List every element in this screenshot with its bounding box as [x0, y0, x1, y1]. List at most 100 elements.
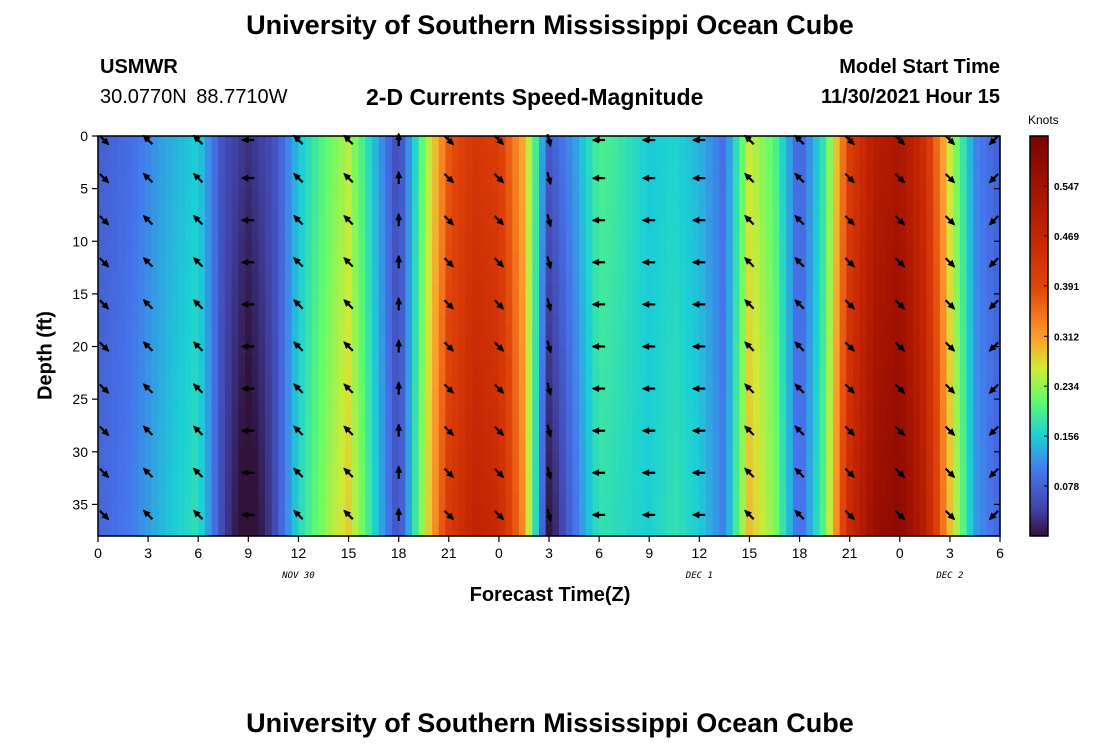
- heatmap-cell: [158, 199, 166, 211]
- heatmap-cell: [786, 167, 794, 179]
- heatmap-cell: [559, 388, 567, 400]
- heatmap-cell: [118, 251, 126, 263]
- heatmap-cell: [198, 399, 206, 411]
- heatmap-cell: [244, 178, 253, 190]
- heatmap-cell: [338, 314, 346, 327]
- heatmap-cell: [371, 388, 380, 400]
- heatmap-cell: [599, 188, 607, 200]
- heatmap-cell: [171, 314, 179, 327]
- heatmap-cell: [211, 430, 219, 442]
- heatmap-cell: [405, 251, 413, 263]
- heatmap-cell: [191, 262, 199, 274]
- heatmap-cell: [853, 441, 861, 453]
- heatmap-cell: [625, 451, 634, 463]
- heatmap-cell: [953, 262, 961, 274]
- heatmap-cell: [412, 420, 420, 432]
- heatmap-cell: [104, 504, 112, 516]
- heatmap-cell: [759, 136, 767, 148]
- heatmap-cell: [592, 346, 600, 358]
- heatmap-cell: [799, 146, 807, 158]
- heatmap-cell: [746, 314, 754, 327]
- heatmap-cell: [498, 251, 507, 263]
- heatmap-cell: [739, 241, 747, 253]
- heatmap-cell: [425, 314, 433, 327]
- heatmap-cell: [933, 441, 941, 453]
- heatmap-cell: [371, 430, 380, 442]
- heatmap-cell: [692, 451, 700, 463]
- heatmap-cell: [532, 357, 540, 369]
- heatmap-cell: [151, 388, 159, 400]
- heatmap-cell: [899, 230, 908, 242]
- heatmap-cell: [251, 357, 259, 369]
- heatmap-cell: [599, 493, 607, 506]
- heatmap-cell: [498, 462, 507, 474]
- heatmap-cell: [979, 304, 988, 316]
- heatmap-cell: [979, 357, 988, 369]
- heatmap-cell: [391, 293, 400, 306]
- heatmap-cell: [565, 146, 573, 158]
- heatmap-cell: [759, 409, 767, 421]
- heatmap-cell: [712, 230, 720, 242]
- heatmap-cell: [371, 230, 380, 242]
- heatmap-cell: [305, 430, 313, 442]
- heatmap-cell: [599, 314, 607, 327]
- heatmap-cell: [532, 346, 540, 358]
- heatmap-cell: [672, 188, 680, 200]
- heatmap-cell: [726, 399, 734, 411]
- heatmap-cell: [238, 493, 246, 506]
- heatmap-cell: [518, 472, 527, 484]
- heatmap-cell: [659, 178, 667, 190]
- heatmap-cell: [465, 451, 473, 463]
- heatmap-cell: [485, 357, 493, 369]
- heatmap-cell: [979, 388, 988, 400]
- heatmap-cell: [184, 178, 193, 190]
- heatmap-cell: [699, 157, 707, 169]
- heatmap-cell: [124, 209, 133, 221]
- heatmap-cell: [799, 304, 807, 316]
- heatmap-cell: [305, 409, 313, 421]
- heatmap-cell: [318, 241, 326, 253]
- heatmap-cell: [525, 388, 533, 400]
- heatmap-cell: [993, 188, 1001, 200]
- heatmap-cell: [118, 146, 126, 158]
- heatmap-cell: [959, 325, 968, 337]
- heatmap-cell: [405, 504, 413, 516]
- heatmap-cell: [378, 314, 386, 327]
- heatmap-cell: [953, 472, 961, 484]
- heatmap-cell: [405, 357, 413, 369]
- heatmap-cell: [859, 388, 867, 400]
- heatmap-cell: [472, 336, 480, 348]
- heatmap-cell: [866, 157, 874, 169]
- heatmap-cell: [645, 378, 654, 390]
- heatmap-cell: [285, 430, 293, 442]
- heatmap-cell: [378, 420, 386, 432]
- heatmap-cell: [706, 430, 714, 442]
- heatmap-cell: [839, 367, 847, 379]
- heatmap-cell: [953, 504, 961, 516]
- heatmap-cell: [305, 209, 313, 221]
- heatmap-cell: [853, 188, 861, 200]
- heatmap-cell: [224, 367, 233, 379]
- heatmap-cell: [585, 262, 594, 274]
- heatmap-cell: [538, 314, 547, 327]
- heatmap-cell: [913, 451, 921, 463]
- heatmap-cell: [178, 388, 186, 400]
- heatmap-cell: [211, 199, 219, 211]
- heatmap-cell: [224, 283, 233, 295]
- heatmap-cell: [605, 346, 614, 358]
- heatmap-cell: [572, 146, 580, 158]
- heatmap-cell: [405, 430, 413, 442]
- heatmap-cell: [826, 367, 834, 379]
- heatmap-cell: [278, 157, 286, 169]
- heatmap-cell: [659, 336, 667, 348]
- heatmap-cell: [832, 483, 841, 495]
- heatmap-cell: [592, 167, 600, 179]
- heatmap-cell: [358, 409, 366, 421]
- heatmap-cell: [371, 493, 380, 506]
- heatmap-cell: [826, 178, 834, 190]
- heatmap-cell: [625, 493, 634, 506]
- heatmap-cell: [298, 262, 306, 274]
- heatmap-cell: [913, 420, 921, 432]
- heatmap-cell: [498, 272, 507, 284]
- heatmap-cell: [953, 251, 961, 263]
